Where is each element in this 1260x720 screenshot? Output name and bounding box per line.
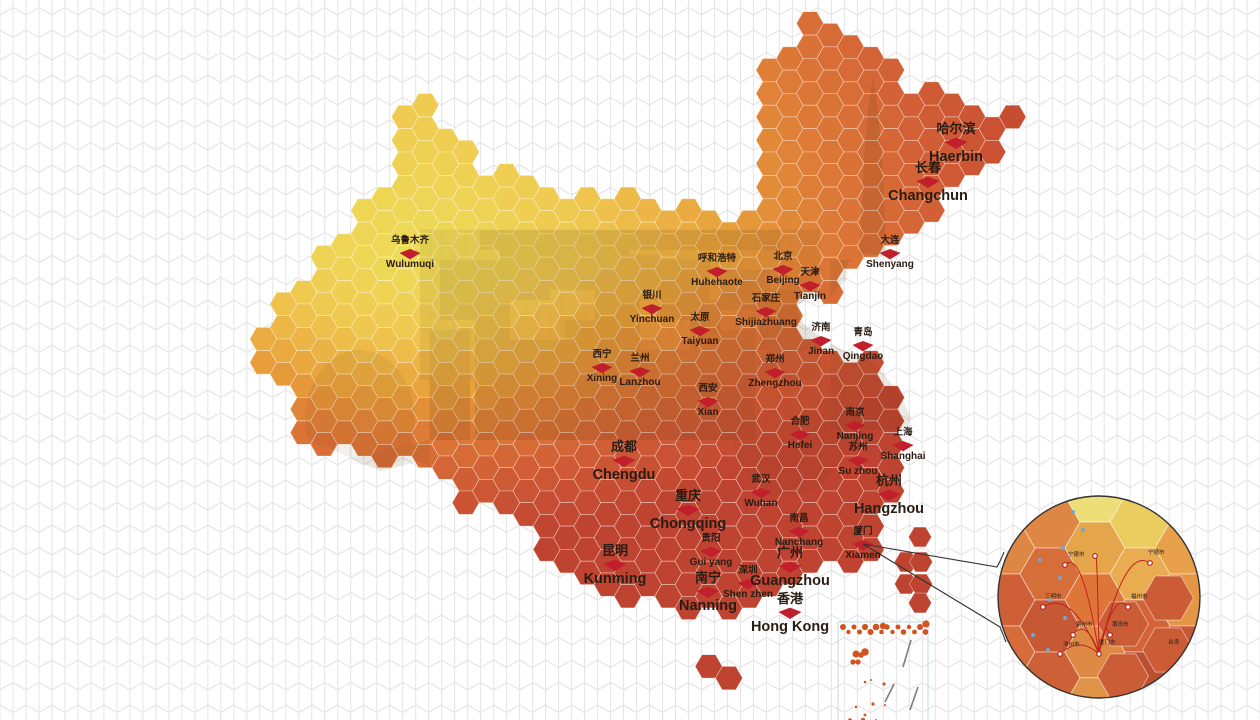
svg-text:漳州市: 漳州市 bbox=[1063, 640, 1080, 648]
svg-text:莆田市: 莆田市 bbox=[1112, 620, 1129, 628]
svg-text:厦门市: 厦门市 bbox=[1099, 638, 1116, 646]
svg-text:台湾: 台湾 bbox=[1168, 638, 1180, 646]
svg-text:三明市: 三明市 bbox=[1045, 592, 1062, 600]
svg-text:福州市: 福州市 bbox=[1131, 592, 1148, 600]
svg-text:宁德市: 宁德市 bbox=[1068, 550, 1085, 558]
svg-text:宁德市: 宁德市 bbox=[1148, 548, 1165, 556]
svg-text:泉州市: 泉州市 bbox=[1076, 620, 1093, 628]
